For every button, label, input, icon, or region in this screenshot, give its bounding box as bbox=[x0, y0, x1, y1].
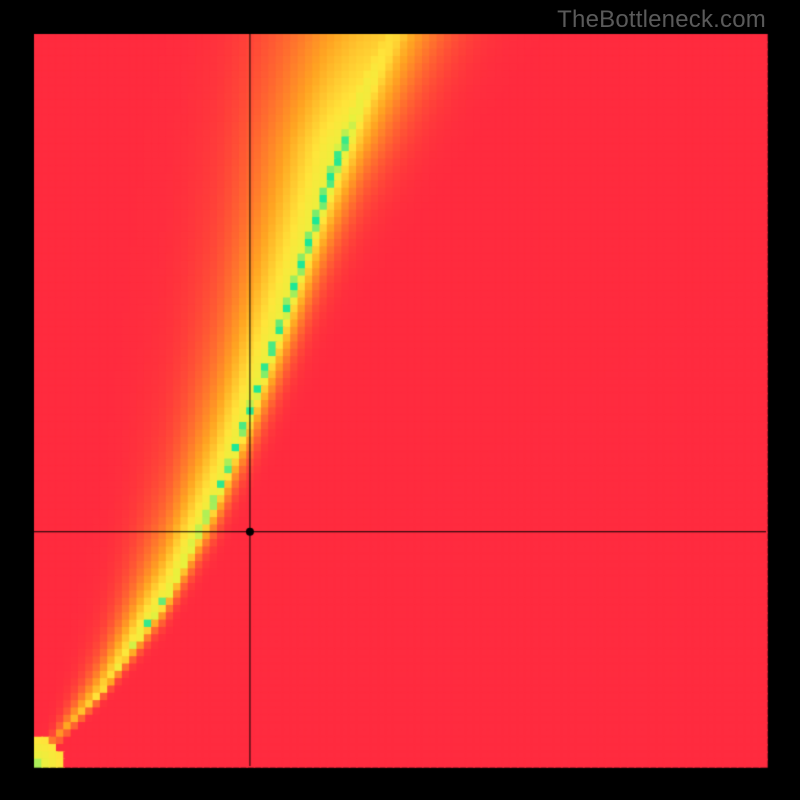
chart-container: TheBottleneck.com bbox=[0, 0, 800, 800]
bottleneck-heatmap bbox=[0, 0, 800, 800]
watermark-text: TheBottleneck.com bbox=[557, 6, 766, 34]
